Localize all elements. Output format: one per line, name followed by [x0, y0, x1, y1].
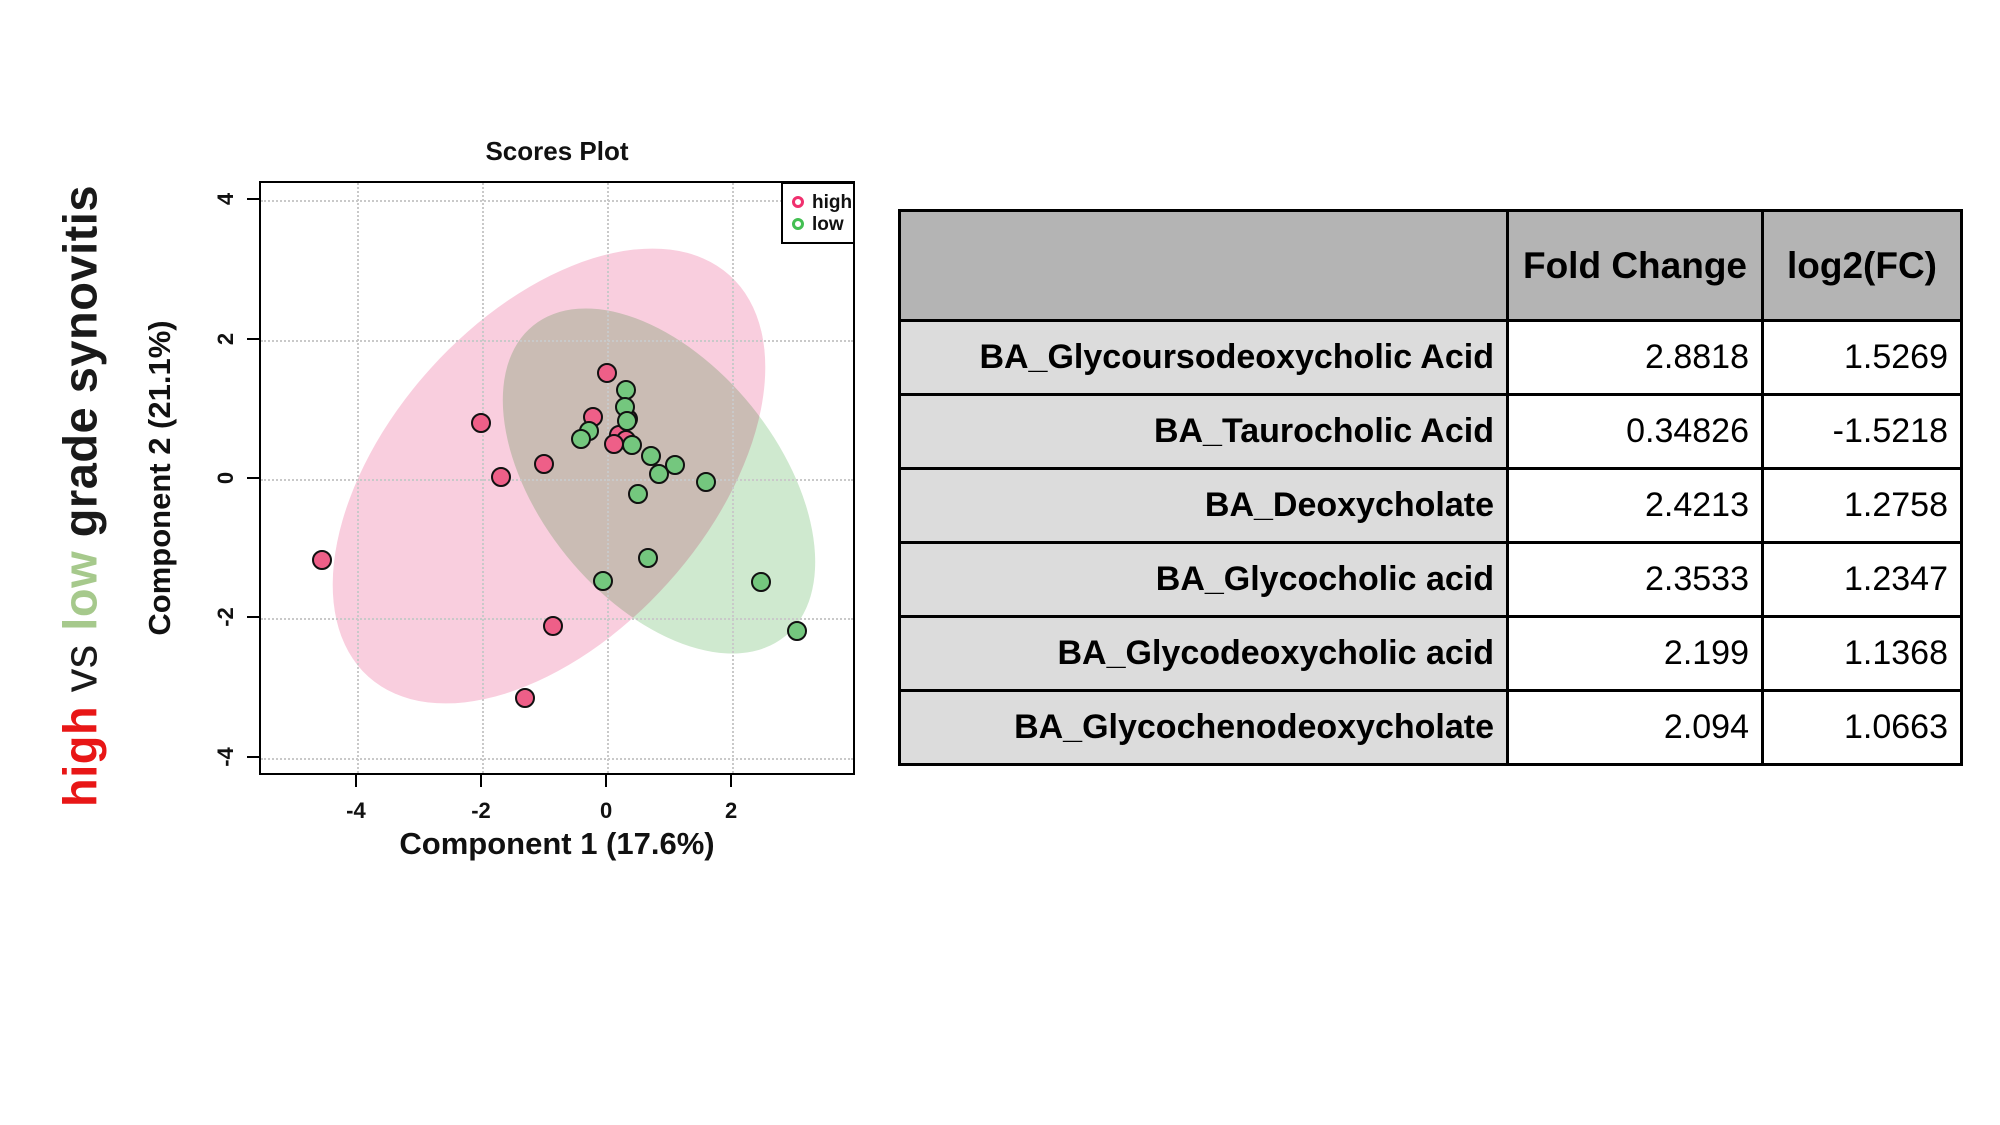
- comparison-axis-label-text: high vs low grade synovitis: [53, 185, 108, 807]
- gridline-y-0: [261, 479, 853, 481]
- log2fc-cell: 1.5269: [1761, 319, 1963, 396]
- x-tick-label: 0: [599, 798, 613, 823]
- scatter-point-high: [603, 433, 624, 454]
- scatter-point-low: [621, 435, 642, 456]
- y-tick-mark: [247, 198, 259, 201]
- metabolite-name-cell: BA_Glycodeoxycholic acid: [898, 615, 1509, 692]
- metabolite-name-cell: BA_Glycocholic acid: [898, 541, 1509, 618]
- table-row: BA_Glycocholic acid 2.3533 1.2347: [898, 541, 1963, 618]
- table-row: BA_Glycodeoxycholic acid 2.199 1.1368: [898, 615, 1963, 692]
- table-header-row: Fold Change log2(FC): [898, 209, 1963, 322]
- x-axis-title: Component 1 (17.6%): [399, 826, 715, 861]
- label-high: high: [53, 705, 107, 807]
- x-tick-label: 2: [725, 798, 738, 823]
- label-grade-synovitis: grade synovitis: [53, 185, 107, 551]
- header-fold-change: Fold Change: [1506, 209, 1764, 322]
- header-log2fc: log2(FC): [1761, 209, 1963, 322]
- table-row: BA_Deoxycholate 2.4213 1.2758: [898, 467, 1963, 544]
- fold-change-table: Fold Change log2(FC) BA_Glycoursodeoxych…: [898, 209, 1963, 766]
- scatter-point-layer: [261, 183, 853, 773]
- legend-ring-icon: [792, 196, 804, 208]
- scores-plot: [259, 181, 855, 775]
- scatter-point-low: [751, 572, 772, 593]
- y-tick-label: -4: [213, 747, 238, 767]
- scatter-point-low: [641, 445, 662, 466]
- y-tick-mark: [247, 616, 259, 619]
- log2fc-cell: 1.2347: [1761, 541, 1963, 618]
- fold-change-cell: 2.8818: [1506, 319, 1764, 396]
- scatter-point-low: [571, 428, 592, 449]
- gridline-y-2: [261, 339, 853, 342]
- gridline-y--4: [261, 757, 853, 760]
- log2fc-cell: 1.1368: [1761, 615, 1963, 692]
- log2fc-cell: 1.0663: [1761, 689, 1963, 766]
- log2fc-cell: 1.2758: [1761, 467, 1963, 544]
- x-tick-mark: [480, 775, 482, 787]
- scatter-point-high: [596, 363, 617, 384]
- table-row: BA_Glycochenodeoxycholate 2.094 1.0663: [898, 689, 1963, 766]
- scatter-point-high: [471, 412, 492, 433]
- fold-change-cell: 2.3533: [1506, 541, 1764, 618]
- legend-label: low: [812, 213, 844, 235]
- fold-change-cell: 0.34826: [1506, 393, 1764, 470]
- plot-title: Scores Plot: [485, 136, 629, 166]
- scatter-point-high: [312, 550, 333, 571]
- x-tick-mark: [354, 775, 357, 787]
- x-tick-label: -4: [346, 798, 366, 823]
- scatter-point-low: [665, 454, 685, 475]
- gridline-y-4: [261, 200, 853, 203]
- scatter-point-low: [616, 410, 637, 431]
- metabolite-name-cell: BA_Taurocholic Acid: [898, 393, 1509, 470]
- gridline-x-2: [732, 183, 735, 773]
- legend-item-high: high: [792, 193, 853, 212]
- x-tick-mark: [605, 775, 608, 787]
- scatter-point-low: [593, 571, 614, 592]
- fold-change-cell: 2.094: [1506, 689, 1764, 766]
- label-vs: vs: [53, 630, 107, 706]
- scatter-point-high: [543, 616, 564, 637]
- legend-ring-icon: [792, 218, 804, 230]
- scatter-point-low: [696, 472, 717, 493]
- metabolite-name-cell: BA_Glycochenodeoxycholate: [898, 689, 1509, 766]
- gridline-x-0: [607, 183, 610, 773]
- legend-item-low: low: [792, 215, 853, 234]
- plot-legend: high low: [781, 182, 855, 244]
- y-tick-label: -2: [213, 607, 238, 628]
- table-row: BA_Glycoursodeoxycholic Acid 2.8818 1.5269: [898, 319, 1963, 396]
- table-row: BA_Taurocholic Acid 0.34826 -1.5218: [898, 393, 1963, 470]
- y-tick-label: 0: [213, 471, 238, 485]
- scatter-point-low: [786, 620, 807, 641]
- scatter-point-high: [514, 687, 535, 708]
- scatter-point-low: [648, 464, 669, 485]
- fold-change-cell: 2.4213: [1506, 467, 1764, 544]
- y-axis-title-text: Component 2 (21.1%): [142, 320, 177, 636]
- scatter-point-high: [490, 467, 511, 488]
- fold-change-cell: 2.199: [1506, 615, 1764, 692]
- metabolite-name-cell: BA_Glycoursodeoxycholic Acid: [898, 319, 1509, 396]
- y-tick-label: 4: [213, 193, 238, 206]
- header-empty: [898, 209, 1509, 322]
- y-tick-mark: [247, 337, 259, 340]
- y-tick-mark: [247, 477, 259, 479]
- scatter-point-low: [638, 548, 659, 569]
- metabolite-name-cell: BA_Deoxycholate: [898, 467, 1509, 544]
- x-tick-label: -2: [471, 798, 491, 823]
- y-tick-label: 2: [213, 332, 238, 345]
- scatter-point-low: [628, 483, 649, 504]
- legend-label: high: [812, 191, 853, 213]
- gridline-x--2: [482, 183, 484, 773]
- x-tick-mark: [730, 775, 733, 787]
- y-tick-mark: [247, 755, 259, 758]
- label-low: low: [53, 550, 107, 631]
- gridline-x--4: [356, 183, 359, 773]
- log2fc-cell: -1.5218: [1761, 393, 1963, 470]
- scatter-point-high: [533, 453, 554, 474]
